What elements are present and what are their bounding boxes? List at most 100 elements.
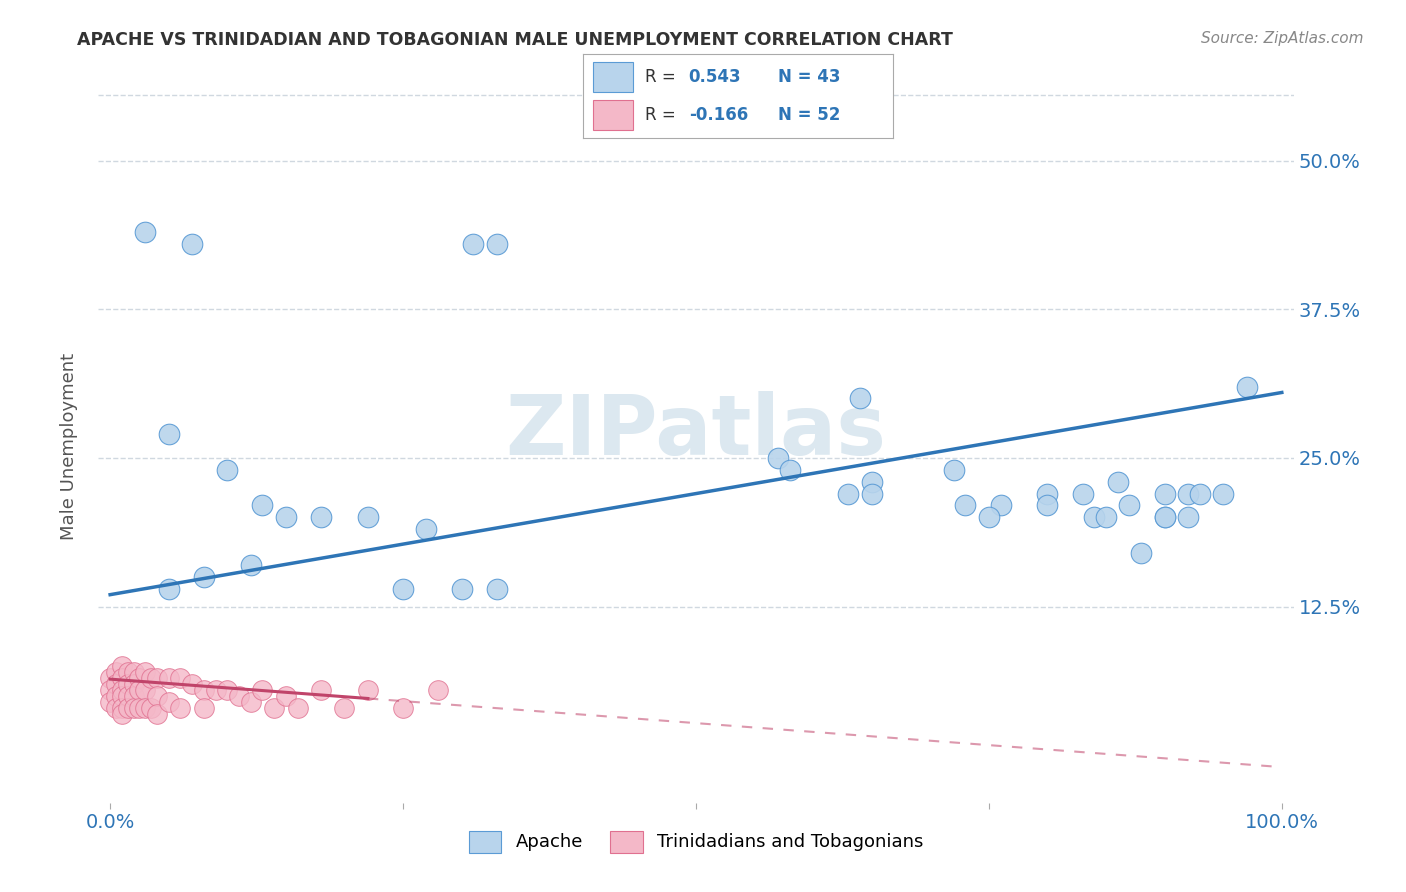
Point: [463, 236, 485, 251]
Point: [122, 700, 145, 714]
Point: [111, 706, 134, 721]
Point: [98, 682, 121, 697]
Text: R =: R =: [645, 106, 676, 124]
Point: [274, 689, 297, 703]
Point: [1130, 546, 1153, 560]
Point: [98, 695, 121, 709]
Text: -0.166: -0.166: [689, 106, 748, 124]
Text: Source: ZipAtlas.com: Source: ZipAtlas.com: [1201, 31, 1364, 46]
Point: [141, 700, 163, 714]
Point: [122, 677, 145, 691]
Point: [287, 700, 309, 714]
Point: [274, 510, 297, 524]
Point: [860, 475, 883, 489]
Point: [849, 392, 872, 406]
Point: [239, 695, 262, 709]
Point: [111, 689, 134, 703]
Point: [252, 682, 274, 697]
Point: [1036, 499, 1059, 513]
Point: [860, 486, 883, 500]
Point: [193, 700, 215, 714]
Point: [134, 665, 156, 679]
Point: [181, 236, 204, 251]
Point: [111, 659, 134, 673]
Point: [1177, 510, 1199, 524]
Y-axis label: Male Unemployment: Male Unemployment: [59, 352, 77, 540]
Point: [239, 558, 262, 572]
Point: [146, 706, 169, 721]
Point: [117, 665, 139, 679]
Text: N = 52: N = 52: [779, 106, 841, 124]
Point: [252, 499, 274, 513]
Text: ZIPatlas: ZIPatlas: [506, 392, 886, 472]
Point: [977, 510, 1000, 524]
Point: [111, 671, 134, 685]
Legend: Apache, Trinidadians and Tobagonians: Apache, Trinidadians and Tobagonians: [460, 822, 932, 862]
Point: [1188, 486, 1211, 500]
Point: [105, 665, 128, 679]
Point: [98, 671, 121, 685]
Text: N = 43: N = 43: [779, 68, 841, 86]
Point: [1095, 510, 1118, 524]
Point: [193, 570, 215, 584]
Point: [217, 682, 239, 697]
Point: [105, 689, 128, 703]
Point: [157, 427, 180, 442]
Point: [485, 582, 508, 596]
Point: [146, 671, 169, 685]
Point: [128, 682, 150, 697]
Bar: [593, 100, 633, 130]
Point: [392, 582, 415, 596]
Point: [146, 689, 169, 703]
Point: [1153, 510, 1175, 524]
Point: [1236, 379, 1258, 393]
Point: [1036, 486, 1059, 500]
Point: [309, 682, 332, 697]
Point: [169, 671, 191, 685]
Point: [955, 499, 977, 513]
Point: [228, 689, 250, 703]
Point: [779, 463, 801, 477]
Point: [1083, 510, 1105, 524]
Text: 0.543: 0.543: [689, 68, 741, 86]
Point: [117, 677, 139, 691]
Point: [1107, 475, 1129, 489]
Point: [157, 671, 180, 685]
Point: [122, 689, 145, 703]
Point: [357, 682, 380, 697]
Point: [766, 450, 789, 465]
Point: [392, 700, 415, 714]
Point: [217, 463, 239, 477]
Point: [181, 677, 204, 691]
Text: APACHE VS TRINIDADIAN AND TOBAGONIAN MALE UNEMPLOYMENT CORRELATION CHART: APACHE VS TRINIDADIAN AND TOBAGONIAN MAL…: [77, 31, 953, 49]
Point: [117, 689, 139, 703]
Point: [1153, 510, 1175, 524]
Point: [357, 510, 380, 524]
Text: R =: R =: [645, 68, 676, 86]
Point: [122, 665, 145, 679]
Point: [169, 700, 191, 714]
Point: [134, 225, 156, 239]
Point: [942, 463, 965, 477]
Point: [837, 486, 859, 500]
Point: [1118, 499, 1140, 513]
Point: [193, 682, 215, 697]
Point: [128, 700, 150, 714]
Point: [309, 510, 332, 524]
Point: [134, 682, 156, 697]
Point: [427, 682, 450, 697]
Point: [111, 700, 134, 714]
Point: [1153, 486, 1175, 500]
Point: [1212, 486, 1234, 500]
Point: [141, 671, 163, 685]
Point: [157, 695, 180, 709]
Point: [1177, 486, 1199, 500]
Point: [333, 700, 356, 714]
Point: [204, 682, 226, 697]
Point: [117, 700, 139, 714]
Point: [415, 522, 437, 536]
Point: [134, 700, 156, 714]
Point: [105, 677, 128, 691]
Point: [111, 682, 134, 697]
Point: [990, 499, 1012, 513]
